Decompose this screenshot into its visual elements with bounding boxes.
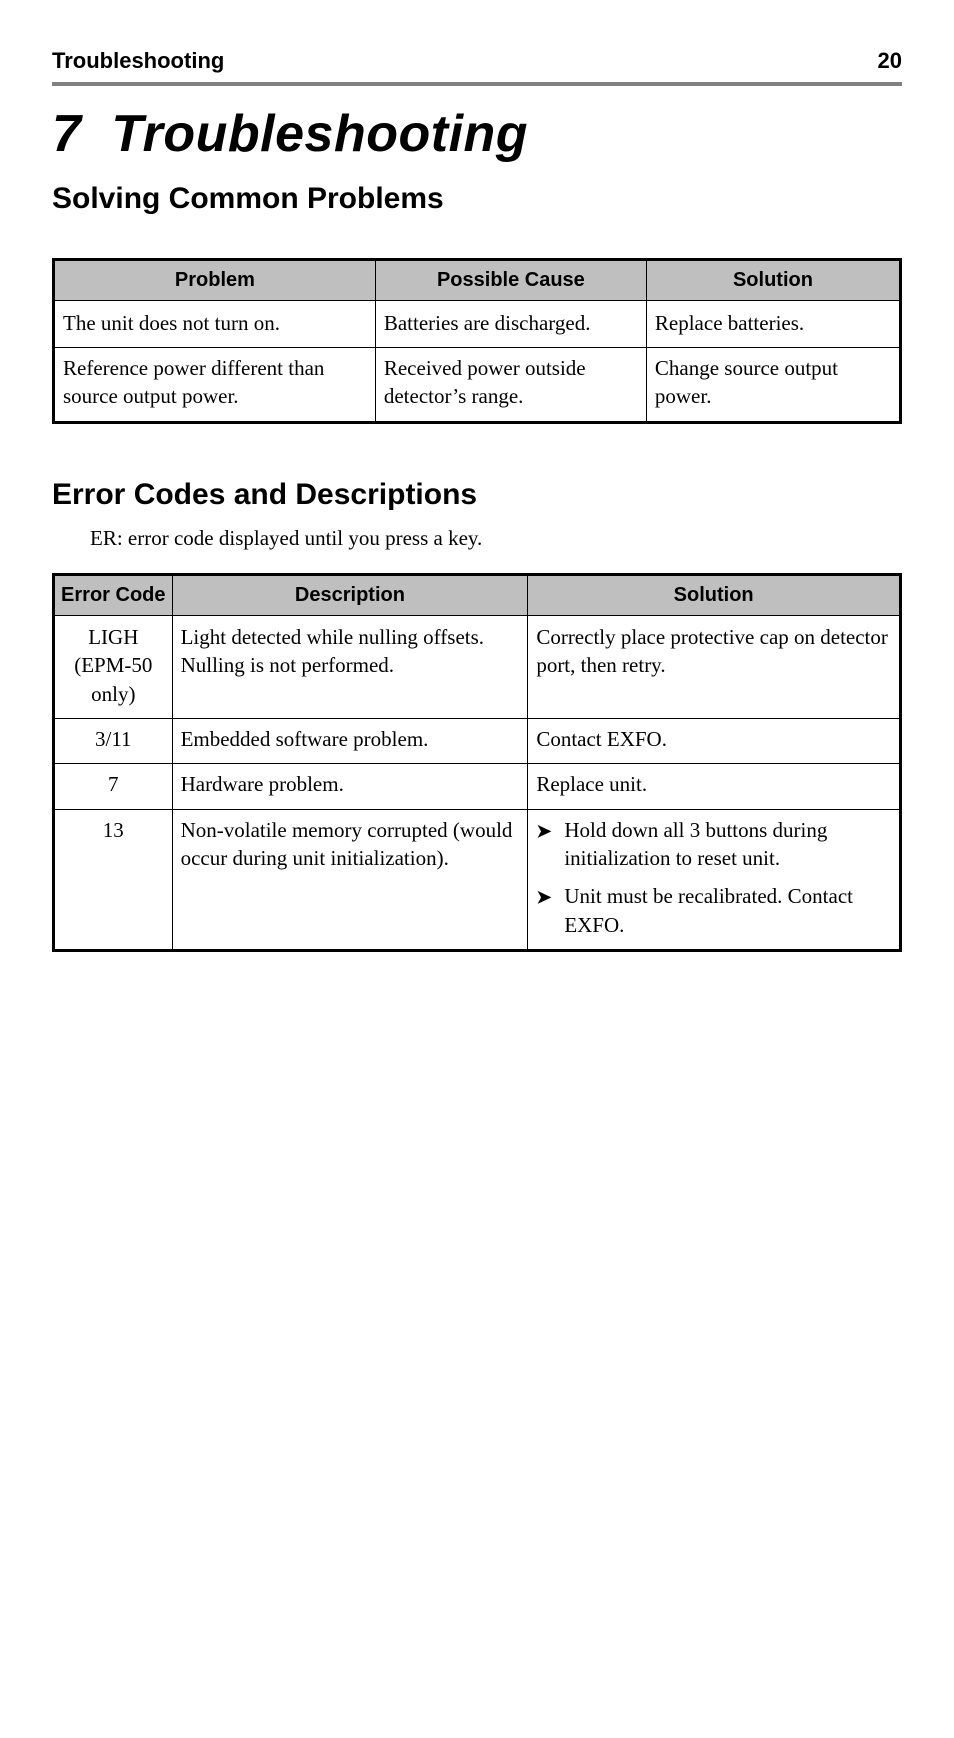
cell-problem: The unit does not turn on.: [54, 303, 376, 348]
cell-description: Light detected while nulling offsets. Nu…: [172, 617, 528, 719]
col-description: Description: [172, 574, 528, 615]
col-error-code: Error Code: [54, 574, 173, 615]
table-row: Reference power different than source ou…: [54, 347, 901, 422]
cell-code: 3/11: [54, 719, 173, 764]
table-row: 3/11 Embedded software problem. Contact …: [54, 719, 901, 764]
cell-code: 13: [54, 809, 173, 950]
error-note: ER: error code displayed until you press…: [90, 526, 902, 551]
cell-code: LIGH (EPM-50 only): [54, 617, 173, 719]
cell-description: Embedded software problem.: [172, 719, 528, 764]
list-item: ➤ Unit must be recalibrated. Contact EXFO…: [536, 882, 891, 939]
table-row: The unit does not turn on. Batteries are…: [54, 303, 901, 348]
col-problem: Problem: [54, 260, 376, 301]
error-codes-table: Error Code Description Solution LIGH (EP…: [52, 573, 902, 953]
cell-cause: Received power outside detector’s range.: [375, 347, 646, 422]
table-row: 7 Hardware problem. Replace unit.: [54, 764, 901, 809]
col-cause: Possible Cause: [375, 260, 646, 301]
col-solution: Solution: [528, 574, 901, 615]
running-header-left: Troubleshooting: [52, 48, 224, 74]
chapter-title-text: Troubleshooting: [111, 105, 528, 163]
cell-code: 7: [54, 764, 173, 809]
solution-bullet-list: ➤ Hold down all 3 buttons during initiali…: [536, 816, 891, 939]
cell-solution: Replace batteries.: [646, 303, 900, 348]
table-header-row: Problem Possible Cause Solution: [54, 260, 901, 301]
list-item: ➤ Hold down all 3 buttons during initiali…: [536, 816, 891, 873]
bullet-text: Unit must be recalibrated. Contact EXFO.: [564, 884, 853, 936]
chapter-number: 7: [52, 105, 81, 163]
cell-cause: Batteries are discharged.: [375, 303, 646, 348]
arrow-icon: ➤: [536, 885, 551, 909]
cell-solution: Correctly place protective cap on detect…: [528, 617, 901, 719]
cell-problem: Reference power different than source ou…: [54, 347, 376, 422]
running-header-page: 20: [878, 48, 902, 74]
table-header-row: Error Code Description Solution: [54, 574, 901, 615]
cell-solution: Replace unit.: [528, 764, 901, 809]
bullet-text: Hold down all 3 buttons during initializ…: [564, 818, 827, 870]
arrow-icon: ➤: [536, 819, 551, 843]
code-secondary: (EPM-50 only): [63, 651, 164, 708]
cell-description: Non-volatile memory corrupted (would occ…: [172, 809, 528, 950]
table-row: 13 Non-volatile memory corrupted (would …: [54, 809, 901, 950]
cell-description: Hardware problem.: [172, 764, 528, 809]
col-solution: Solution: [646, 260, 900, 301]
cell-solution: ➤ Hold down all 3 buttons during initiali…: [528, 809, 901, 950]
table-row: LIGH (EPM-50 only) Light detected while …: [54, 617, 901, 719]
section-title-1: Solving Common Problems: [52, 182, 902, 216]
section-title-2: Error Codes and Descriptions: [52, 478, 902, 512]
running-header: Troubleshooting 20: [52, 48, 902, 82]
cell-solution: Contact EXFO.: [528, 719, 901, 764]
code-primary: LIGH: [63, 623, 164, 651]
cell-solution: Change source output power.: [646, 347, 900, 422]
chapter-title: 7 Troubleshooting: [52, 104, 902, 164]
problems-table: Problem Possible Cause Solution The unit…: [52, 258, 902, 424]
header-rule: [52, 82, 902, 86]
